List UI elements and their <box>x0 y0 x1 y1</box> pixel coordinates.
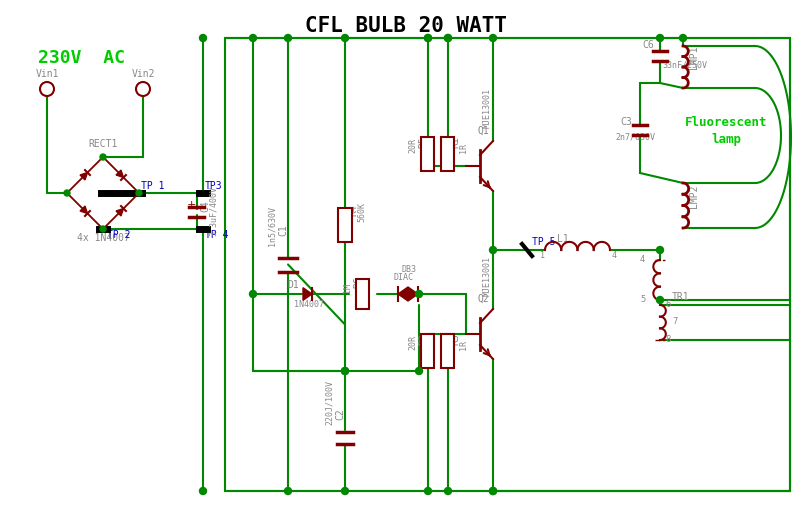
Circle shape <box>424 488 431 494</box>
Text: TP 2: TP 2 <box>107 230 131 240</box>
Bar <box>421 334 434 368</box>
Polygon shape <box>407 287 418 301</box>
Circle shape <box>249 35 256 42</box>
Text: 230V  AC: 230V AC <box>38 49 126 67</box>
Bar <box>441 137 454 171</box>
Text: 20R: 20R <box>407 335 417 350</box>
Text: R1: R1 <box>449 136 460 148</box>
Text: 7: 7 <box>672 318 676 327</box>
Text: lamp: lamp <box>710 134 740 147</box>
Text: 4: 4 <box>611 251 616 260</box>
Text: 33nF/250V: 33nF/250V <box>661 61 706 70</box>
Text: C2: C2 <box>335 408 345 420</box>
Text: TR1: TR1 <box>672 292 689 302</box>
Polygon shape <box>80 173 88 180</box>
Text: 8: 8 <box>664 335 670 344</box>
Polygon shape <box>116 208 123 216</box>
Circle shape <box>284 488 291 494</box>
Circle shape <box>200 488 206 494</box>
Text: R4: R4 <box>348 205 358 217</box>
Text: 1n5/630V: 1n5/630V <box>268 207 277 247</box>
Text: 20R: 20R <box>407 138 417 153</box>
Text: TP 1: TP 1 <box>141 181 165 191</box>
Text: 5: 5 <box>639 295 645 304</box>
Circle shape <box>655 35 663 42</box>
Circle shape <box>284 35 291 42</box>
Circle shape <box>200 35 206 42</box>
Text: L1: L1 <box>556 234 568 244</box>
Text: C4: C4 <box>200 200 210 212</box>
Circle shape <box>655 247 663 254</box>
Circle shape <box>489 488 496 494</box>
Text: Q1: Q1 <box>478 126 489 136</box>
Text: R2: R2 <box>418 333 427 345</box>
Circle shape <box>100 226 106 232</box>
Text: LMP2: LMP2 <box>689 184 698 207</box>
Circle shape <box>424 35 431 42</box>
Text: CFL BULB 20 WATT: CFL BULB 20 WATT <box>305 16 506 36</box>
Text: D1: D1 <box>286 280 298 290</box>
Text: Q2: Q2 <box>478 294 489 304</box>
Circle shape <box>444 488 451 494</box>
Text: TP 5: TP 5 <box>531 237 555 247</box>
Text: 1N4007: 1N4007 <box>294 300 324 309</box>
Text: 1R: 1R <box>458 340 467 350</box>
Bar <box>441 334 454 368</box>
Text: C1: C1 <box>277 225 288 237</box>
Text: 4: 4 <box>639 255 645 264</box>
Circle shape <box>489 35 496 42</box>
Circle shape <box>64 190 70 196</box>
Text: Vin2: Vin2 <box>131 69 155 79</box>
Text: R3: R3 <box>449 333 460 345</box>
Circle shape <box>679 35 685 42</box>
Circle shape <box>415 290 422 298</box>
Text: TP3: TP3 <box>204 181 222 191</box>
Circle shape <box>489 247 496 254</box>
Circle shape <box>444 35 451 42</box>
Bar <box>356 279 369 309</box>
Text: 3.3uF/400V: 3.3uF/400V <box>208 186 217 236</box>
Text: 1R: 1R <box>458 143 467 153</box>
Circle shape <box>135 190 142 196</box>
Circle shape <box>341 488 348 494</box>
Text: R5: R5 <box>418 136 427 148</box>
Text: 220J/100V: 220J/100V <box>324 380 333 425</box>
Text: 1: 1 <box>539 251 544 260</box>
Text: R6: R6 <box>353 276 363 288</box>
Text: 4x 1N4007: 4x 1N4007 <box>76 233 129 243</box>
Text: MJE13001: MJE13001 <box>483 256 491 296</box>
Text: 2n7/630V: 2n7/630V <box>614 133 654 142</box>
Circle shape <box>341 368 348 375</box>
Polygon shape <box>116 170 123 177</box>
Text: 1M: 1M <box>342 283 351 293</box>
Circle shape <box>489 488 496 494</box>
Text: LMP1: LMP1 <box>689 46 698 69</box>
Circle shape <box>655 297 663 304</box>
Text: Vin1: Vin1 <box>35 69 58 79</box>
Text: TP 4: TP 4 <box>204 230 228 240</box>
Text: RECT1: RECT1 <box>88 139 118 149</box>
Circle shape <box>249 290 256 298</box>
Circle shape <box>341 368 348 375</box>
Bar <box>421 137 434 171</box>
Text: Fluorescent: Fluorescent <box>684 116 766 128</box>
Circle shape <box>100 154 106 160</box>
Bar <box>225 38 789 491</box>
Text: 560K: 560K <box>357 201 366 221</box>
Text: DIAC: DIAC <box>393 273 414 282</box>
Text: C6: C6 <box>642 40 653 50</box>
Polygon shape <box>397 287 407 301</box>
Polygon shape <box>303 288 311 300</box>
Text: DB3: DB3 <box>401 265 417 274</box>
Text: 6: 6 <box>664 300 670 309</box>
Polygon shape <box>80 206 88 214</box>
Circle shape <box>341 35 348 42</box>
Text: +: + <box>187 200 196 210</box>
Bar <box>337 207 351 241</box>
Text: MJE13001: MJE13001 <box>483 88 491 128</box>
Circle shape <box>424 35 431 42</box>
Circle shape <box>444 35 451 42</box>
Text: C3: C3 <box>620 117 631 127</box>
Circle shape <box>415 368 422 375</box>
